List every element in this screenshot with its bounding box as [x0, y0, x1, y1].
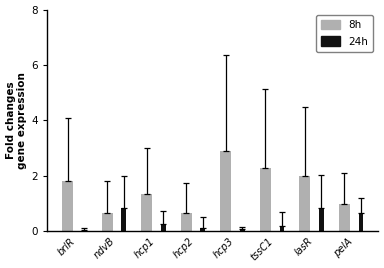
- Bar: [280, 226, 284, 231]
- Bar: [359, 213, 363, 231]
- Bar: [339, 204, 350, 231]
- Bar: [161, 224, 166, 231]
- Bar: [181, 213, 192, 231]
- Legend: 8h, 24h: 8h, 24h: [316, 15, 373, 52]
- Bar: [240, 229, 245, 231]
- Bar: [260, 168, 271, 231]
- Bar: [121, 208, 126, 231]
- Bar: [82, 230, 86, 231]
- Bar: [141, 194, 152, 231]
- Bar: [319, 208, 324, 231]
- Bar: [299, 176, 310, 231]
- Bar: [102, 213, 113, 231]
- Bar: [200, 228, 205, 231]
- Bar: [62, 181, 73, 231]
- Y-axis label: Fold changes
gene expression: Fold changes gene expression: [5, 72, 27, 169]
- Bar: [220, 151, 231, 231]
